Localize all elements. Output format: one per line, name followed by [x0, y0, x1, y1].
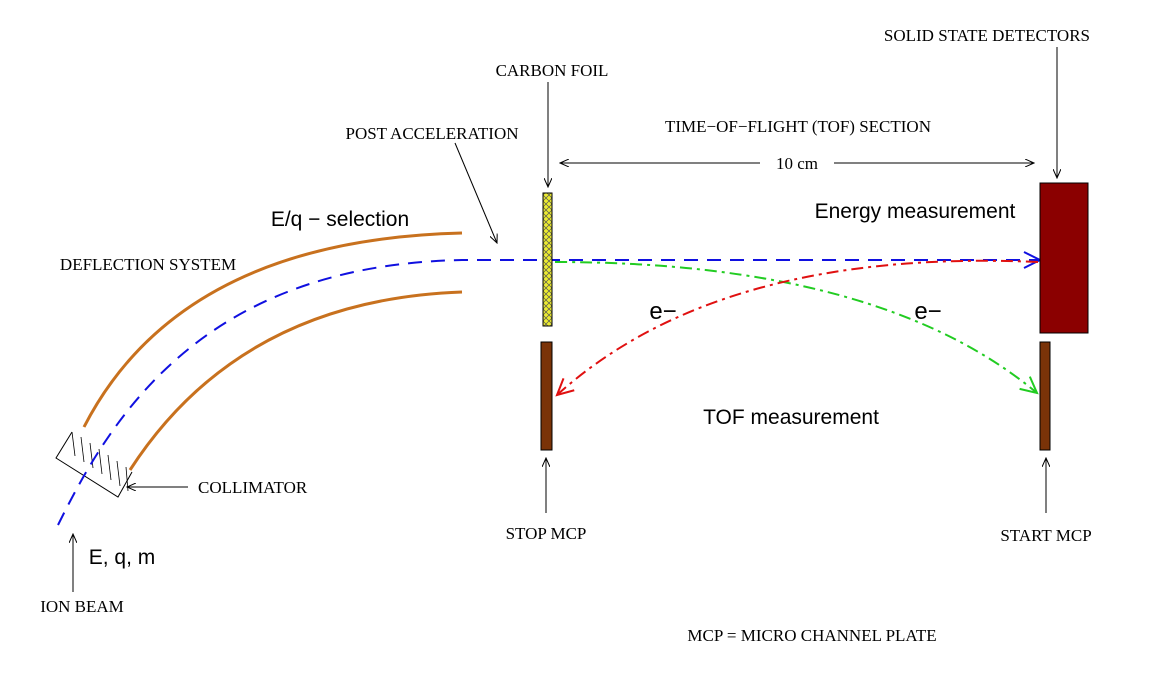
- energy-measurement-label: Energy measurement: [815, 200, 1016, 223]
- collimator: [55, 431, 133, 498]
- eq-selection-label: E/q − selection: [271, 208, 409, 231]
- deflection-system-label: DEFLECTION SYSTEM: [60, 255, 236, 274]
- tof-section-label: TIME−OF−FLIGHT (TOF) SECTION: [665, 117, 931, 136]
- carbon-foil: [542, 192, 553, 327]
- electron-path-red: [555, 259, 1039, 397]
- start-mcp-label: START MCP: [1000, 526, 1091, 545]
- electron-label-right: e−: [914, 298, 941, 325]
- solid-state-detector: [1039, 182, 1089, 334]
- collimator-label: COLLIMATOR: [198, 478, 308, 497]
- ion-beam-path: [57, 251, 1043, 526]
- mcp-definition-label: MCP = MICRO CHANNEL PLATE: [687, 626, 936, 645]
- ion-params-label: E, q, m: [89, 546, 156, 569]
- stop-mcp-label: STOP MCP: [506, 524, 587, 543]
- deflector-inner-plate: [128, 290, 463, 471]
- distance-label: 10 cm: [776, 154, 818, 173]
- start-mcp-plate: [1039, 341, 1051, 451]
- deflector-outer-plate: [82, 231, 463, 428]
- post-acceleration-label: POST ACCELERATION: [345, 124, 518, 143]
- solid-state-detectors-label: SOLID STATE DETECTORS: [884, 26, 1090, 45]
- carbon-foil-label: CARBON FOIL: [496, 61, 609, 80]
- tof-measurement-label: TOF measurement: [703, 406, 879, 429]
- ion-beam-label: ION BEAM: [40, 597, 124, 616]
- electron-label-left: e−: [649, 298, 676, 325]
- post-acceleration-pointer-arrow: [454, 142, 497, 243]
- electron-path-green: [554, 261, 1039, 395]
- stop-mcp-plate: [540, 341, 553, 451]
